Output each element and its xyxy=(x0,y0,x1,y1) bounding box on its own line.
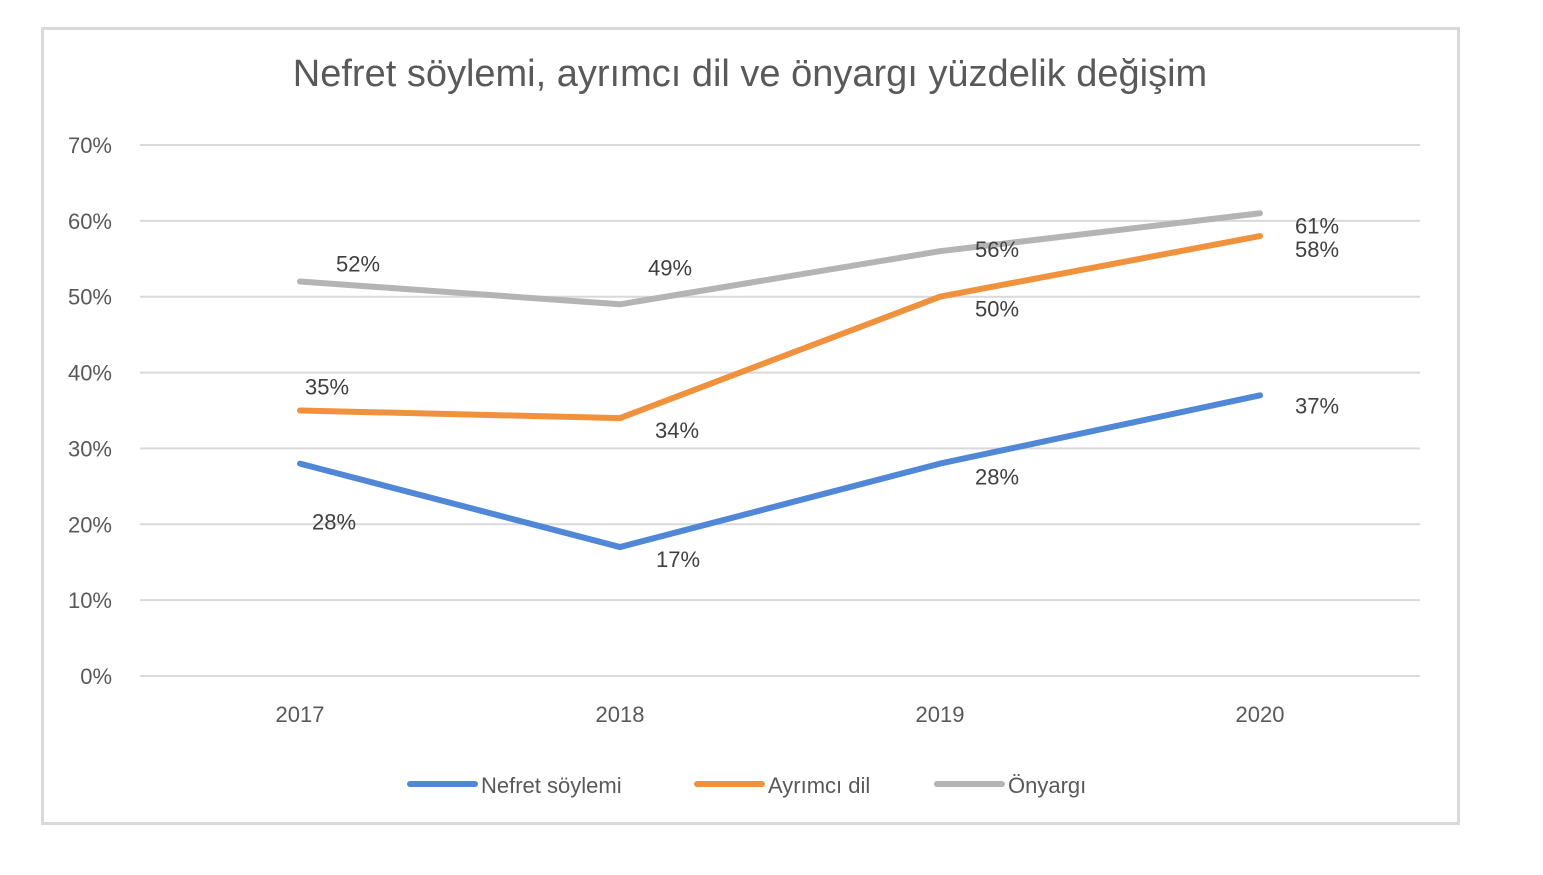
legend-label: Önyargı xyxy=(1008,773,1086,798)
series-line-0 xyxy=(297,392,1263,551)
data-label: 56% xyxy=(975,237,1019,262)
legend-item: Önyargı xyxy=(934,773,1086,798)
x-tick-label: 2018 xyxy=(596,702,645,727)
series-line-1 xyxy=(297,233,1263,422)
data-label: 28% xyxy=(312,510,356,535)
chart-frame xyxy=(41,27,1460,825)
x-tick-label: 2020 xyxy=(1236,702,1285,727)
x-tick-label: 2017 xyxy=(276,702,325,727)
data-label: 17% xyxy=(656,547,700,572)
y-tick-label: 50% xyxy=(68,285,112,310)
y-tick-label: 30% xyxy=(68,436,112,461)
series-line-2 xyxy=(297,210,1263,308)
y-tick-label: 20% xyxy=(68,512,112,537)
data-label: 28% xyxy=(975,465,1019,490)
legend-label: Ayrımcı dil xyxy=(768,773,870,798)
data-label: 58% xyxy=(1295,237,1339,262)
y-tick-label: 40% xyxy=(68,361,112,386)
legend-label: Nefret söylemi xyxy=(481,773,622,798)
y-tick-label: 10% xyxy=(68,588,112,613)
data-label: 61% xyxy=(1295,213,1339,238)
data-label: 50% xyxy=(975,297,1019,322)
y-tick-label: 60% xyxy=(68,209,112,234)
data-label: 35% xyxy=(305,375,349,400)
data-label: 37% xyxy=(1295,393,1339,418)
legend-item: Ayrımcı dil xyxy=(694,773,870,798)
legend-item: Nefret söylemi xyxy=(407,773,622,798)
y-tick-label: 70% xyxy=(68,133,112,158)
data-label: 52% xyxy=(336,252,380,277)
y-tick-label: 0% xyxy=(80,664,112,689)
x-tick-label: 2019 xyxy=(916,702,965,727)
data-label: 34% xyxy=(655,418,699,443)
chart-title: Nefret söylemi, ayrımcı dil ve önyargı y… xyxy=(293,53,1207,95)
data-label: 49% xyxy=(648,255,692,280)
